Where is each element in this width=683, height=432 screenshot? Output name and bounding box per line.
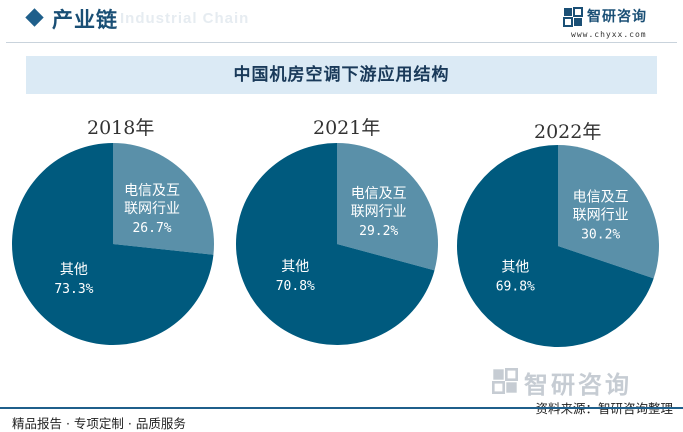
watermark-logo: 智研咨询 — [492, 365, 672, 399]
pie-slice-value-0-0: 26.7% — [132, 221, 171, 236]
pie-slice-label-0-0-1: 联网行业 — [124, 201, 180, 217]
watermark-logo-text: 智研咨询 — [524, 371, 632, 399]
pie-slice-value-0-1: 73.3% — [54, 282, 93, 297]
pie-slice-value-2-0: 30.2% — [581, 227, 620, 242]
pie-slice-value-2-1: 69.8% — [496, 280, 535, 295]
year-label-2022: 2022年 — [534, 121, 602, 143]
header-divider — [6, 42, 677, 43]
footer-tagline: 精品报告 · 专项定制 · 品质服务 — [12, 416, 186, 431]
pie-slice-label-1-0-0: 电信及互 — [351, 186, 407, 202]
pie-slice-label-1-0-1: 联网行业 — [351, 204, 407, 220]
pie-slice-label-0-1-0: 其他 — [60, 262, 88, 278]
pie-slice-2-1 — [456, 145, 654, 347]
logo-url: www.chyxx.com — [571, 30, 647, 39]
logo-name: 智研咨询 — [587, 9, 647, 25]
chart-title: 中国机房空调下游应用结构 — [233, 65, 450, 85]
pie-slice-label-2-0-1: 联网行业 — [573, 207, 629, 223]
section-title: 产业链 — [52, 8, 118, 32]
pie-slice-value-1-0: 29.2% — [359, 224, 398, 239]
pie-slice-label-1-1-0: 其他 — [281, 259, 309, 275]
pie-slice-label-2-0-0: 电信及互 — [573, 189, 629, 205]
chart-title-band: 中国机房空调下游应用结构 — [26, 56, 657, 94]
page-header: 产业链 Industrial Chain 智研咨询 www.chyxx.com — [0, 0, 683, 46]
pie-slice-1-1 — [236, 143, 435, 345]
pie-slice-label-0-0-0: 电信及互 — [124, 183, 180, 199]
logo-icon — [563, 7, 583, 27]
pie-slice-0-0 — [113, 143, 214, 255]
brand-logo: 智研咨询 www.chyxx.com — [563, 6, 673, 40]
year-label-2021: 2021年 — [313, 117, 381, 139]
pie-slice-value-1-1: 70.8% — [276, 279, 315, 294]
header-watermark: Industrial Chain — [120, 10, 250, 27]
pie-slice-1-0 — [337, 143, 438, 271]
watermark-logo-icon — [492, 368, 518, 394]
pie-slice-label-2-1-0: 其他 — [501, 260, 529, 276]
year-label-2018: 2018年 — [87, 117, 155, 139]
pie-slice-0-1 — [12, 143, 214, 345]
footer-divider — [0, 407, 683, 409]
pie-slice-2-0 — [558, 145, 659, 279]
